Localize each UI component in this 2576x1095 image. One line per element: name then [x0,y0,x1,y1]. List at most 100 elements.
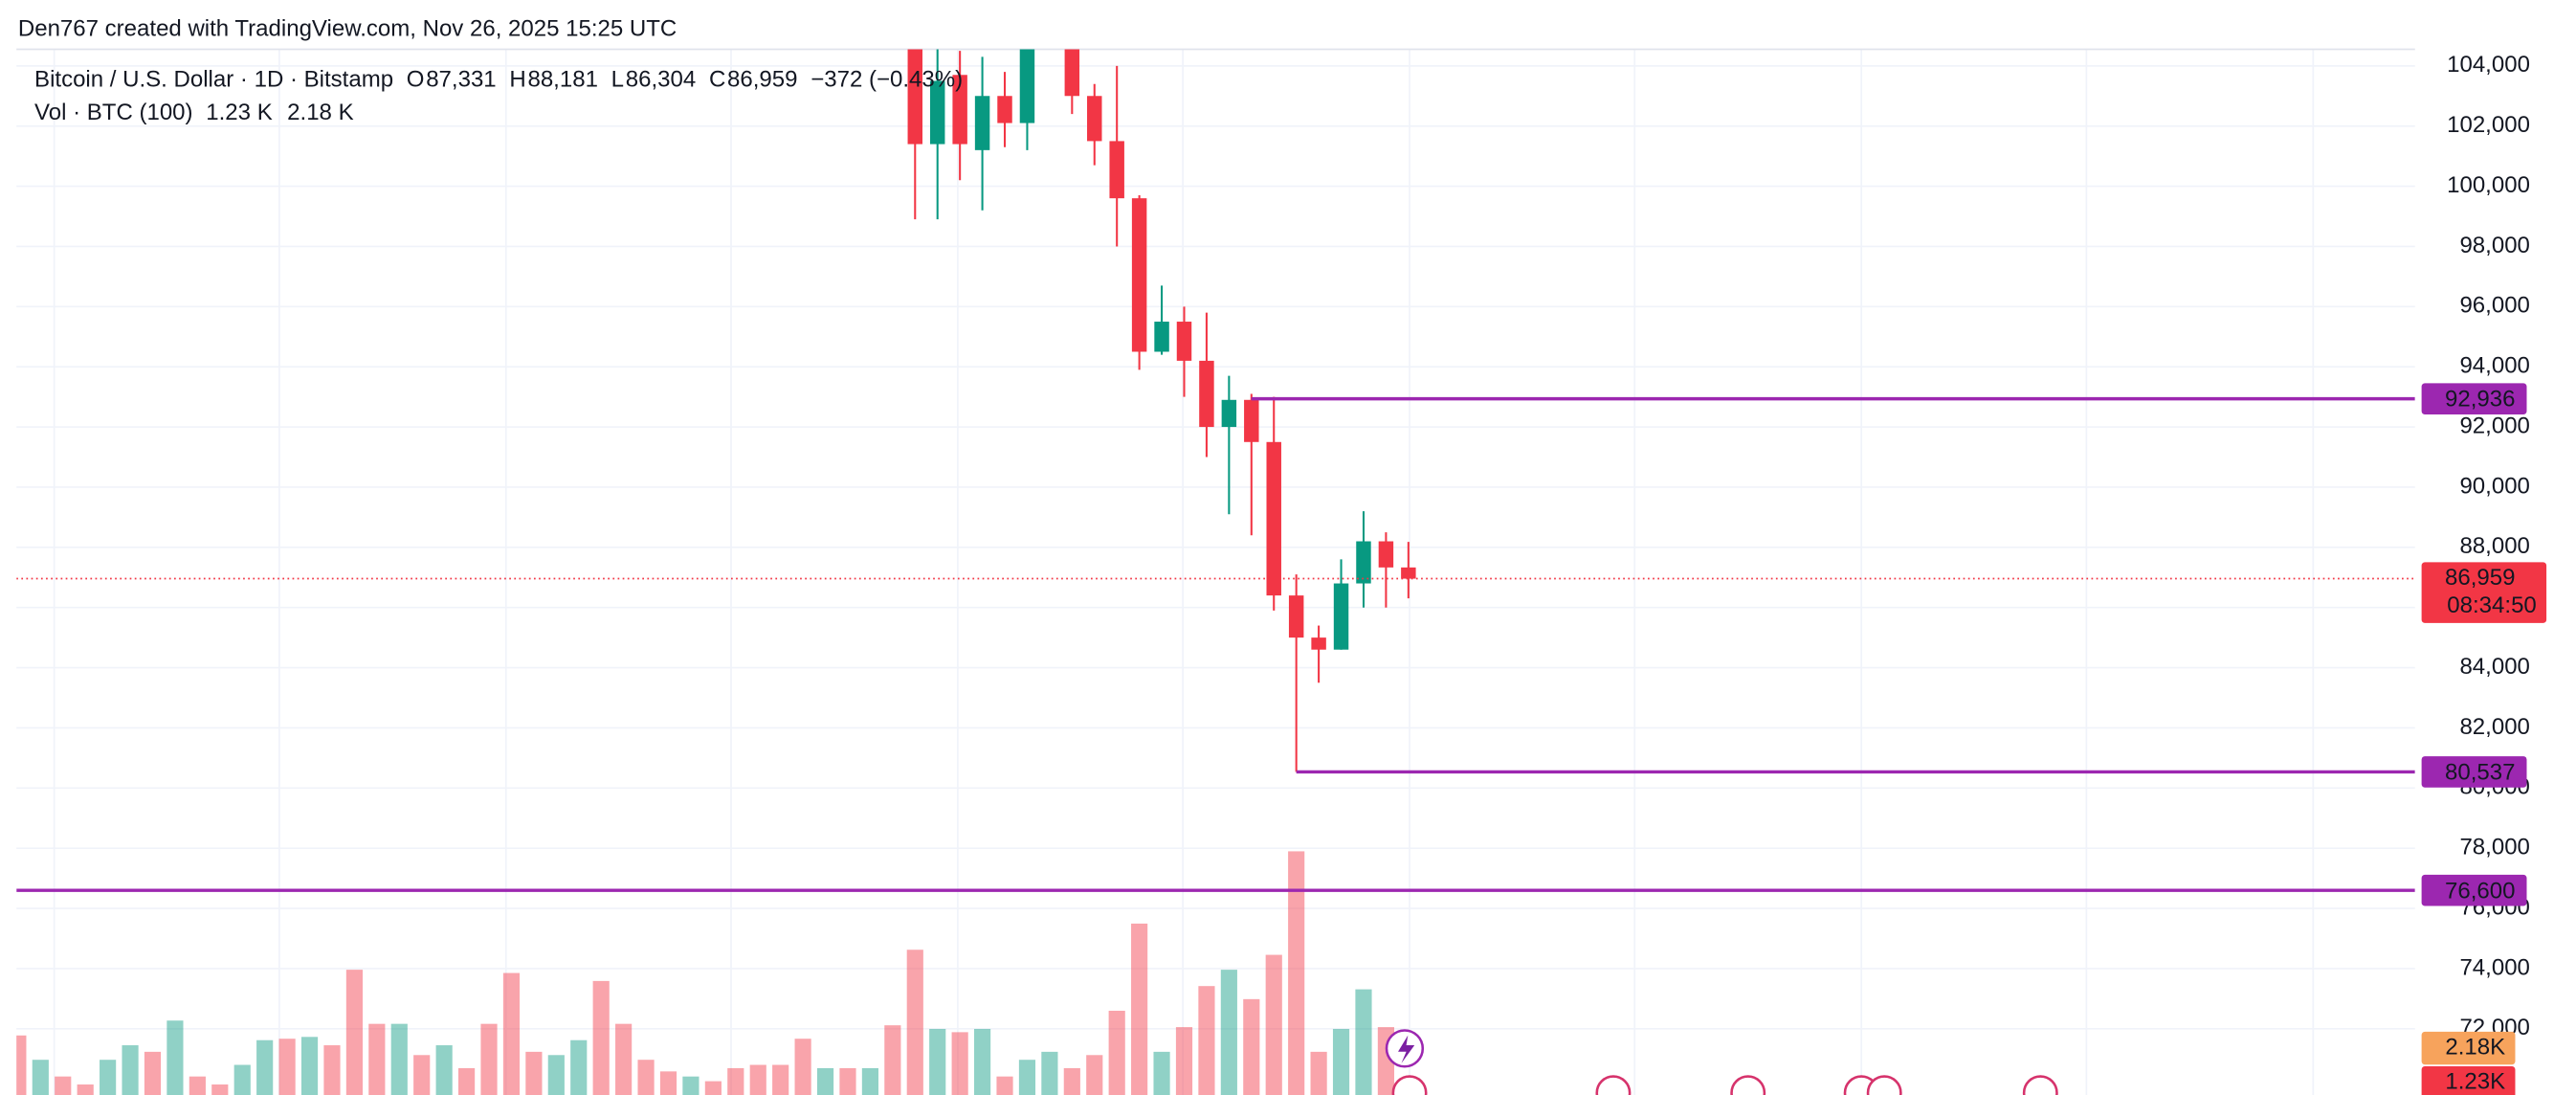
y-tick-label: 84,000 [2459,654,2529,680]
y-tick-label: 96,000 [2459,293,2529,319]
volume-bar [32,1060,49,1095]
event-flag[interactable] [1391,1075,1428,1095]
volume-bar [794,1039,811,1095]
countdown: 08:34:50 [2447,592,2536,618]
ohlc-key: O [407,67,425,93]
ohlc-value: 87,331 [426,67,496,93]
ohlc-key: H [509,67,525,93]
volume-bar [55,1076,72,1095]
volume-bar [749,1064,766,1095]
volume-bar [861,1067,878,1095]
y-tick-label: 78,000 [2459,835,2529,860]
volume-bar [615,1023,633,1095]
candle-body [1288,595,1304,638]
candle-body [1199,360,1214,428]
candle-body [1378,541,1394,568]
ohlc-key: C [709,67,725,93]
volume-bar [1086,1055,1103,1095]
volume-bar [300,1037,319,1095]
volume-ma-label: 2.18 K [287,100,353,125]
volume-bar [502,972,521,1095]
level-tag [2421,874,2527,906]
volume-bar [457,1067,476,1095]
volume-bar [1198,986,1215,1095]
volume-bar [951,1032,968,1095]
volume-bar [1243,998,1260,1095]
volume-bar [1355,989,1372,1095]
last-price-label: 86,959 [2445,565,2515,591]
volume-bar [682,1076,700,1095]
volume-bar [1018,1060,1036,1095]
y-tick-label: 88,000 [2459,533,2529,559]
ohlc-value: 86,304 [626,67,696,93]
level-tag [2421,383,2527,414]
volume-bar [592,980,610,1095]
candle-body [1131,198,1147,352]
level-tag [2421,756,2527,788]
volume-bar [256,1039,274,1095]
volume-bar [1310,1051,1327,1095]
volume-bar [345,970,363,1095]
volume-last-tag [2421,1065,2516,1095]
y-tick-label: 82,000 [2459,714,2529,740]
volume-bar [435,1045,453,1095]
volume-bar [278,1039,296,1095]
event-flag[interactable] [2022,1075,2058,1095]
volume-bar [816,1067,834,1095]
volume-pane [16,851,1417,1095]
event-flag[interactable] [1730,1075,1766,1095]
volume-bar [1332,1028,1350,1095]
level-tag-label: 92,936 [2445,387,2515,413]
volume-bar [1063,1067,1080,1095]
candle-body [952,75,967,145]
event-flag[interactable] [1595,1075,1632,1095]
volume-bar [1041,1051,1058,1095]
volume-bar [659,1071,677,1095]
volume-bar [906,950,923,1095]
level-tag-label: 80,537 [2445,759,2515,785]
candle-body [1244,399,1259,442]
change-label: −372 (−0.43%) [811,67,963,93]
candle-body [1266,441,1281,596]
event-flag[interactable] [1866,1075,1902,1095]
volume-bar [1131,923,1148,1095]
legend-title: Bitcoin / U.S. Dollar · 1D · Bitstamp [34,67,393,93]
volume-bar [368,1023,386,1095]
volume-bar [144,1051,162,1095]
ohlc-key: L [611,67,624,93]
volume-bar [973,1028,991,1095]
legend: Den767 created with TradingView.com, Nov… [18,15,963,125]
candle-body [1221,399,1237,428]
volume-bar [1220,970,1237,1095]
level-tag-label: 76,600 [2445,878,2515,904]
candle-body [1019,49,1035,123]
candle-body [1064,49,1080,97]
volume-bar [480,1023,498,1095]
y-tick-label: 92,000 [2459,413,2529,438]
candle-body [1333,583,1349,650]
grid [16,48,2415,1095]
lightning-glyph [1398,1035,1415,1063]
candle-body [1154,322,1169,352]
volume-bar [996,1076,1013,1095]
volume-bar [100,1060,117,1095]
last-price-tag [2421,562,2547,623]
y-tick-label: 90,000 [2459,473,2529,499]
volume-bar [1108,1010,1125,1095]
y-tick-label: 94,000 [2459,353,2529,379]
candle-body [997,96,1012,123]
volume-legend: Vol · BTC (100) [34,100,193,125]
ohlc-value: 88,181 [527,67,597,93]
candle-body [929,80,945,145]
candle-body [1356,541,1371,584]
volume-bar [1288,851,1305,1095]
volume-bar [772,1064,789,1095]
volume-last-tag-label: 1.23K [2445,1068,2505,1094]
volume-bar [77,1084,94,1095]
y-tick-label: 104,000 [2447,52,2530,78]
y-tick-label: 102,000 [2447,112,2530,138]
candle-body [907,49,923,145]
candle-body [974,96,990,150]
price-pane [16,49,2415,892]
